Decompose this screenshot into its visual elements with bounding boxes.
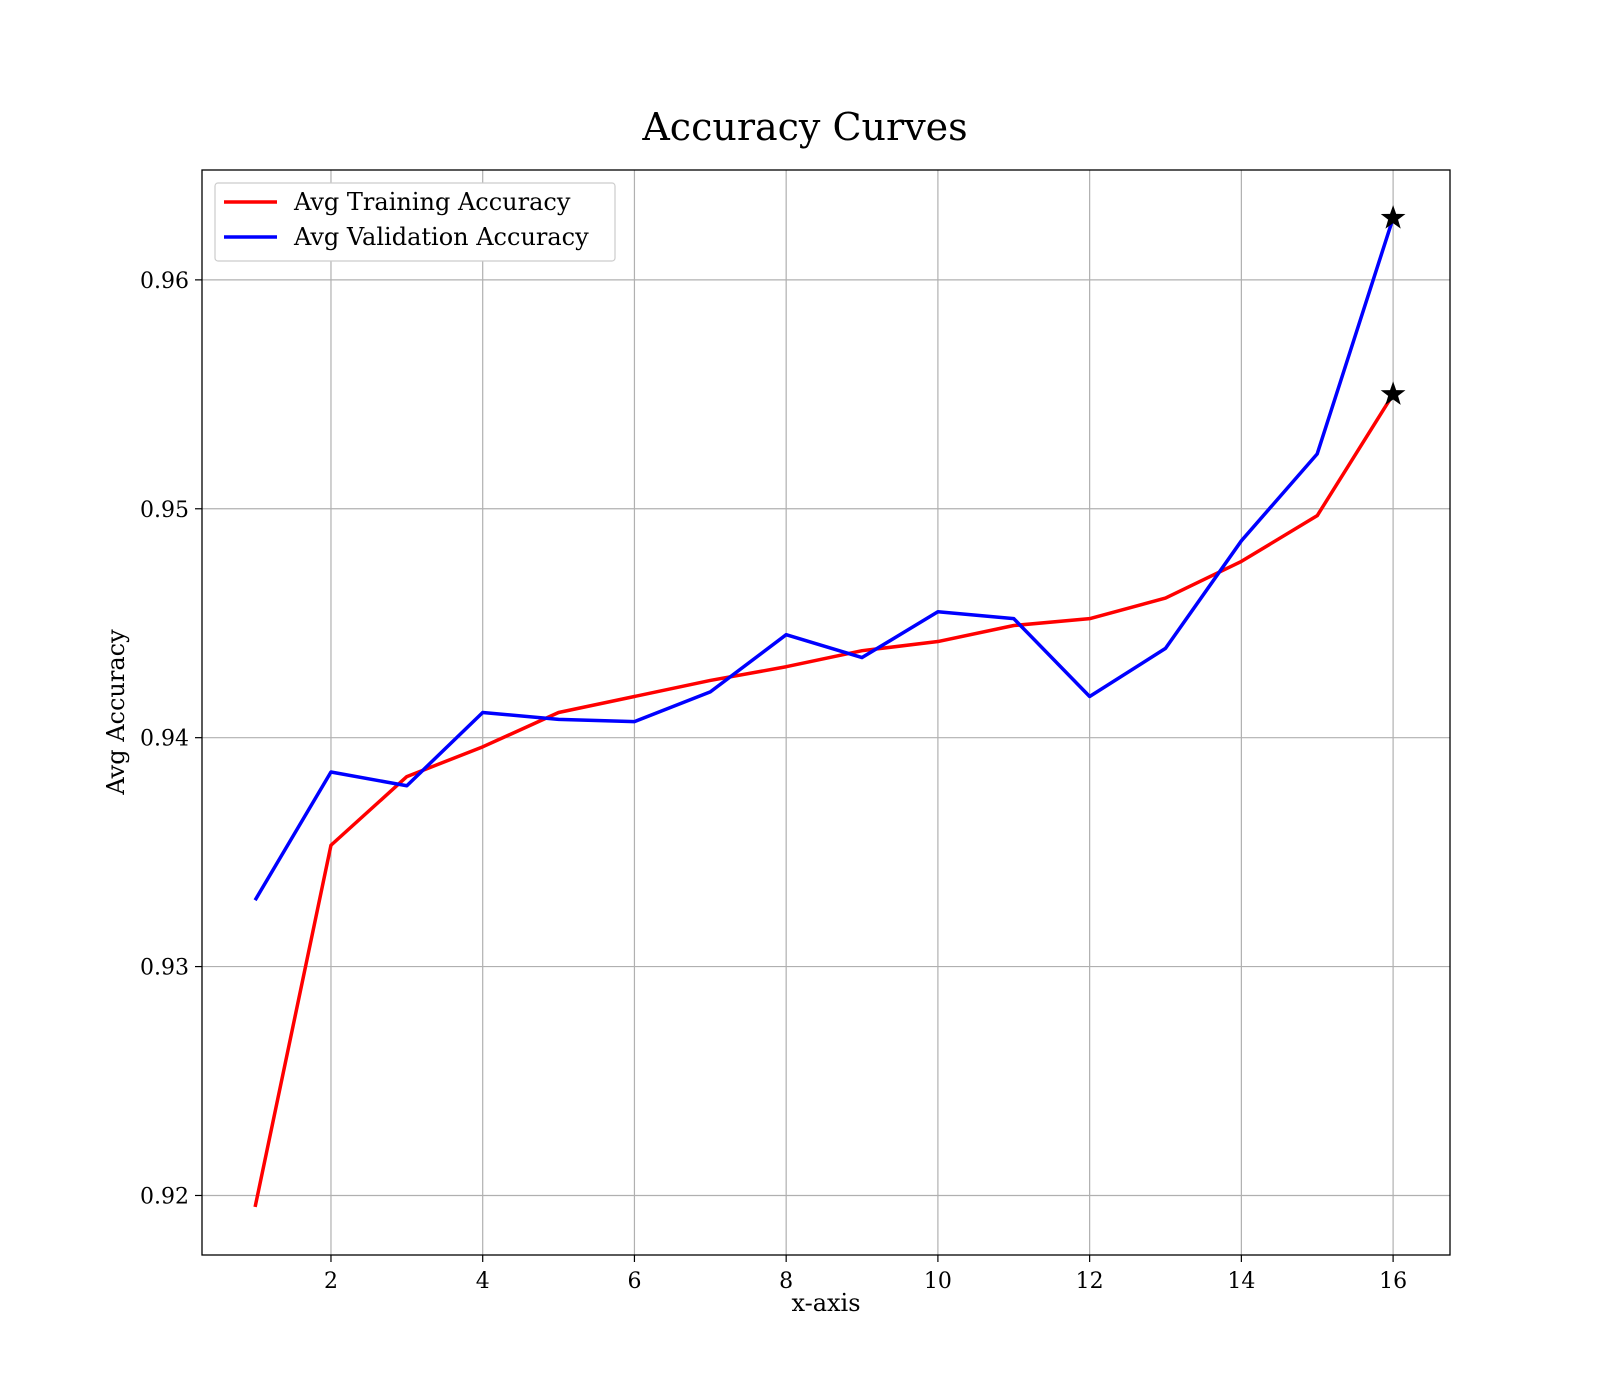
x-tick-label: 2: [324, 1269, 338, 1294]
chart-title: Accuracy Curves: [641, 105, 967, 149]
y-tick-label: 0.92: [140, 1184, 189, 1209]
x-tick-label: 10: [924, 1269, 952, 1294]
best-point-star-icon: [1380, 205, 1406, 229]
x-tick-label: 6: [627, 1269, 641, 1294]
y-tick-label: 0.94: [140, 727, 189, 752]
plot-frame: [201, 169, 1451, 1256]
legend-box: [214, 182, 616, 262]
grid: [202, 170, 1450, 1255]
x-tick-label: 16: [1379, 1269, 1407, 1294]
x-tick-label: 12: [1076, 1269, 1104, 1294]
legend-label: Avg Training Accuracy: [293, 188, 571, 216]
series-layer: [253, 205, 1406, 1208]
y-tick-label: 0.95: [140, 498, 189, 523]
best-point-star-icon: [1380, 381, 1406, 405]
axis-ticks: 2 4 6 8 10 12 14 16 0.92 0.93 0.94 0.95 0.96: [140, 269, 1407, 1294]
x-tick-label: 14: [1227, 1269, 1255, 1294]
series-line-training: [253, 393, 1395, 1208]
x-tick-label: 8: [779, 1269, 793, 1294]
legend-label: Avg Validation Accuracy: [293, 223, 589, 251]
series-line-validation: [253, 217, 1395, 902]
x-axis-label: x-axis: [791, 1289, 860, 1317]
y-tick-label: 0.93: [140, 956, 189, 981]
legend: Avg Training Accuracy Avg Validation Accu…: [214, 182, 616, 262]
x-tick-label: 4: [476, 1269, 490, 1294]
y-tick-label: 0.96: [140, 269, 189, 294]
y-axis-label: Avg Accuracy: [102, 629, 130, 796]
